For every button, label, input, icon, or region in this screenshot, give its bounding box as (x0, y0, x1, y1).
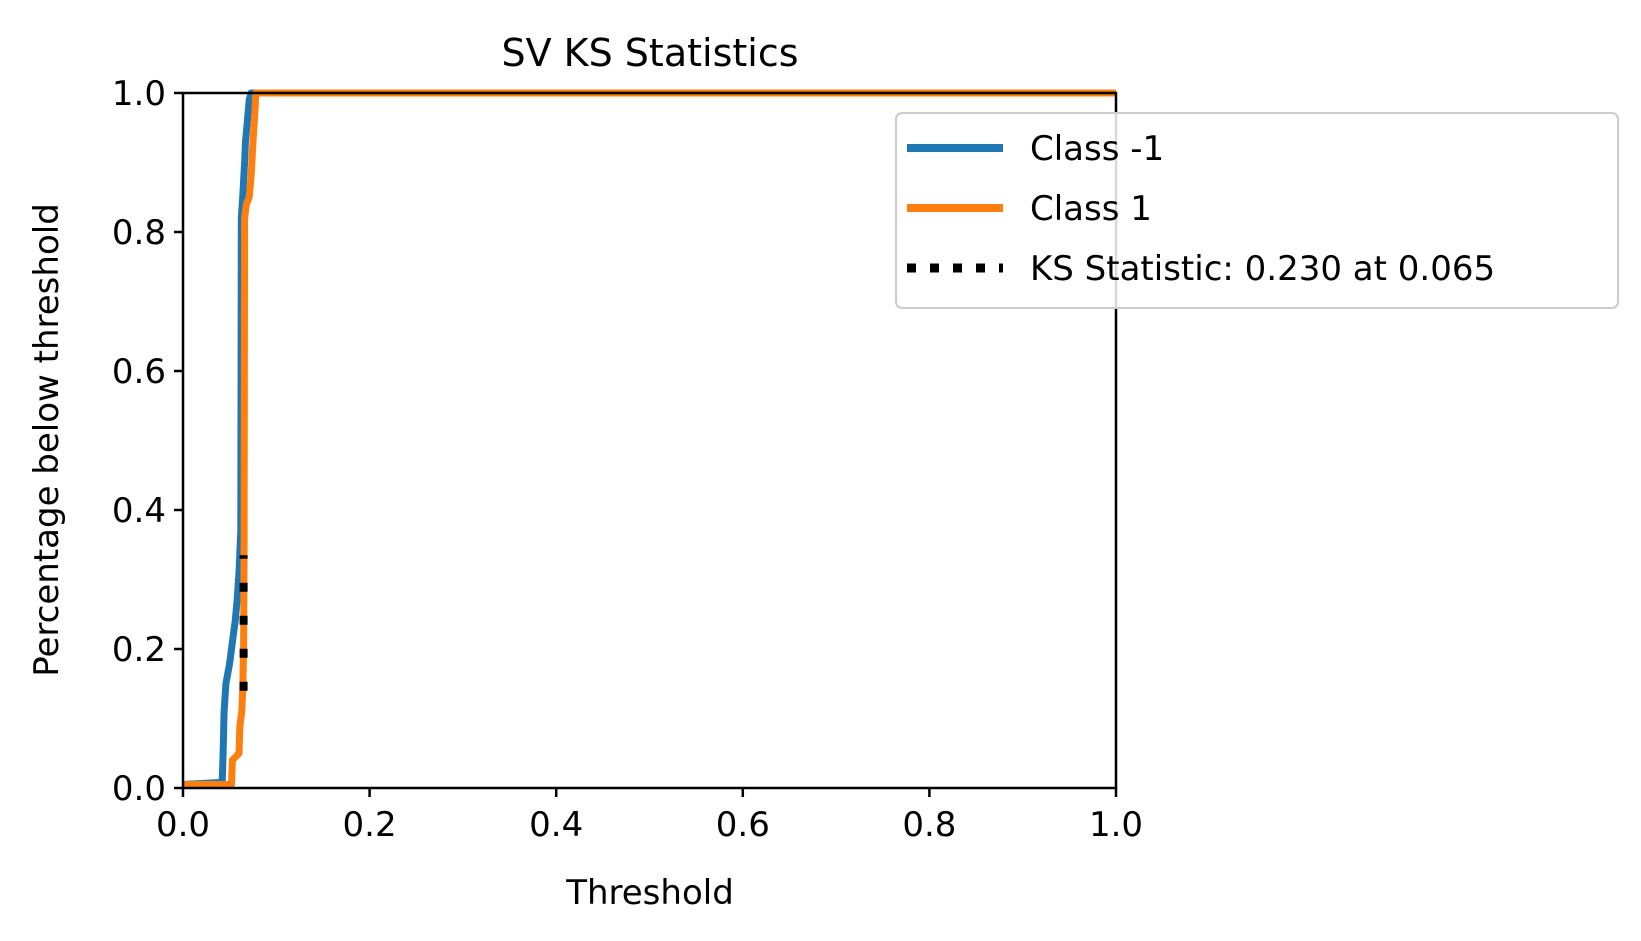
legend-label-3: KS Statistic: 0.230 at 0.065 (1030, 249, 1495, 289)
y-tick-label: 0.8 (112, 213, 166, 253)
legend: Class -1 Class 1 KS Statistic: 0.230 at 0.… (895, 112, 1619, 309)
legend-box (895, 112, 1619, 309)
y-tick-label: 1.0 (112, 74, 166, 114)
y-tick-label: 0.0 (112, 769, 166, 809)
series-line-1 (182, 89, 1116, 788)
x-axis-ticks: 0.0 0.2 0.4 0.6 0.8 1.0 (156, 788, 1143, 845)
x-tick-label: 1.0 (1089, 805, 1143, 845)
series-line-2 (183, 89, 1116, 788)
legend-label-2: Class 1 (1030, 189, 1152, 229)
legend-label-1: Class -1 (1030, 129, 1164, 169)
legend-items: Class -1 Class 1 KS Statistic: 0.230 at 0.… (907, 129, 1495, 289)
y-tick-label: 0.4 (112, 491, 166, 531)
series-layer (182, 89, 1116, 788)
y-tick-label: 0.6 (112, 352, 166, 392)
x-axis-label: Threshold (565, 873, 734, 913)
y-axis-label: Percentage below threshold (27, 203, 67, 677)
x-tick-label: 0.0 (156, 805, 210, 845)
chart-title: SV KS Statistics (501, 31, 798, 75)
x-tick-label: 0.4 (529, 805, 583, 845)
x-tick-label: 0.2 (343, 805, 397, 845)
plot-area (181, 89, 1118, 790)
x-tick-label: 0.6 (716, 805, 770, 845)
y-tick-label: 0.2 (112, 630, 166, 670)
axes-frame (181, 91, 1118, 790)
x-tick-label: 0.8 (902, 805, 956, 845)
y-axis-ticks: 0.0 0.2 0.4 0.6 0.8 1.0 (112, 74, 183, 809)
